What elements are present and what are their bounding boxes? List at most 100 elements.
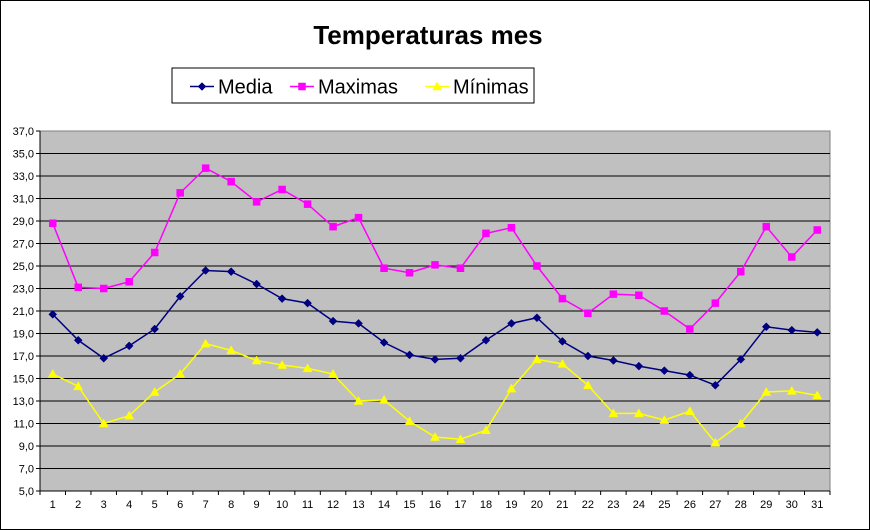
data-point-media <box>430 355 440 364</box>
data-point-media <box>226 267 236 276</box>
y-tick-label: 19,0 <box>13 329 34 341</box>
x-tick-label: 6 <box>177 499 183 511</box>
data-point-minimas <box>47 368 58 378</box>
y-tick-label: 17,0 <box>13 351 34 363</box>
data-point-minimas <box>735 418 746 428</box>
x-tick-label: 14 <box>378 499 390 511</box>
data-point-maximas <box>533 262 541 270</box>
data-point-maximas <box>456 264 465 272</box>
data-point-media <box>583 351 593 361</box>
y-tick-label: 13,0 <box>13 396 34 408</box>
data-point-minimas <box>710 437 721 447</box>
x-tick-label: 8 <box>228 499 234 511</box>
data-point-minimas <box>786 385 797 395</box>
legend-label-minimas: Mínimas <box>453 77 529 99</box>
data-point-media <box>532 313 542 323</box>
x-tick-label: 22 <box>582 499 594 511</box>
data-point-maximas <box>227 177 235 186</box>
y-tick-label: 11,0 <box>13 419 34 431</box>
data-point-maximas <box>813 226 822 234</box>
data-point-minimas <box>353 395 364 405</box>
x-tick-label: 26 <box>684 499 696 511</box>
y-tick-label: 37,0 <box>13 126 34 138</box>
data-point-minimas <box>124 410 135 420</box>
x-tick-label: 17 <box>454 499 466 511</box>
data-point-minimas <box>328 368 338 378</box>
data-point-media <box>73 335 83 345</box>
data-point-minimas <box>633 408 644 418</box>
data-point-minimas <box>659 415 670 424</box>
x-tick-label: 23 <box>607 499 619 511</box>
data-point-maximas <box>507 224 516 232</box>
data-point-media <box>252 279 261 289</box>
data-point-maximas <box>737 267 745 276</box>
data-point-media <box>507 319 516 328</box>
data-point-media <box>201 266 210 275</box>
data-point-minimas <box>812 390 823 400</box>
data-point-minimas <box>226 345 237 355</box>
x-tick-label: 25 <box>658 499 670 511</box>
data-point-maximas <box>303 200 312 208</box>
data-point-minimas <box>200 338 211 348</box>
x-tick-label: 27 <box>709 499 721 511</box>
data-point-minimas <box>149 386 160 396</box>
y-tick-label: 5,0 <box>19 486 34 498</box>
data-point-maximas <box>558 294 567 303</box>
x-tick-label: 1 <box>50 499 56 511</box>
data-point-maximas <box>762 222 771 231</box>
data-point-maximas <box>711 299 720 307</box>
data-point-media <box>354 319 363 328</box>
y-tick-label: 23,0 <box>13 284 34 296</box>
x-tick-label: 7 <box>203 499 209 511</box>
data-point-maximas <box>609 290 618 298</box>
chart-title: Temperaturas mes <box>313 20 542 50</box>
y-tick-label: 9,0 <box>19 441 34 453</box>
data-point-maximas <box>431 261 439 269</box>
data-point-minimas <box>608 408 619 418</box>
data-point-minimas <box>557 358 568 368</box>
data-point-media <box>175 292 185 301</box>
data-point-minimas <box>481 425 491 434</box>
legend-label-media: Media <box>218 77 273 99</box>
data-point-minimas <box>582 380 593 389</box>
data-point-maximas <box>354 213 363 222</box>
data-point-minimas <box>175 368 186 378</box>
data-point-media <box>710 380 720 390</box>
data-point-maximas <box>482 229 490 238</box>
data-point-minimas <box>73 381 84 391</box>
x-tick-label: 30 <box>786 499 798 511</box>
x-tick-label: 12 <box>327 499 339 511</box>
data-point-media <box>761 322 771 332</box>
legend-marker-minimas <box>432 81 442 91</box>
data-point-minimas <box>404 416 415 425</box>
data-point-media <box>736 355 746 364</box>
data-point-maximas <box>635 291 643 299</box>
data-point-media <box>558 337 567 346</box>
x-tick-label: 2 <box>75 499 81 511</box>
x-tick-label: 24 <box>633 499 645 511</box>
data-point-maximas <box>125 278 133 286</box>
x-tick-label: 11 <box>302 499 313 511</box>
x-tick-label: 9 <box>254 499 260 511</box>
y-tick-label: 27,0 <box>13 239 34 251</box>
data-point-minimas <box>302 363 313 373</box>
data-point-media <box>150 324 160 334</box>
data-point-minimas <box>455 434 466 443</box>
legend-label-maximas: Maximas <box>318 77 398 99</box>
data-point-maximas <box>788 253 796 261</box>
x-tick-label: 19 <box>505 499 517 511</box>
data-point-media <box>124 341 134 351</box>
x-tick-label: 5 <box>152 499 158 511</box>
y-tick-label: 15,0 <box>13 374 34 386</box>
data-point-maximas <box>329 222 337 231</box>
x-tick-label: 15 <box>403 499 415 511</box>
x-tick-label: 28 <box>735 499 747 511</box>
x-tick-label: 10 <box>276 499 288 511</box>
data-point-minimas <box>684 406 695 415</box>
data-point-media <box>609 356 618 365</box>
data-point-media <box>481 335 491 345</box>
data-point-maximas <box>48 219 57 227</box>
data-point-media <box>303 298 312 308</box>
data-point-minimas <box>379 394 389 404</box>
